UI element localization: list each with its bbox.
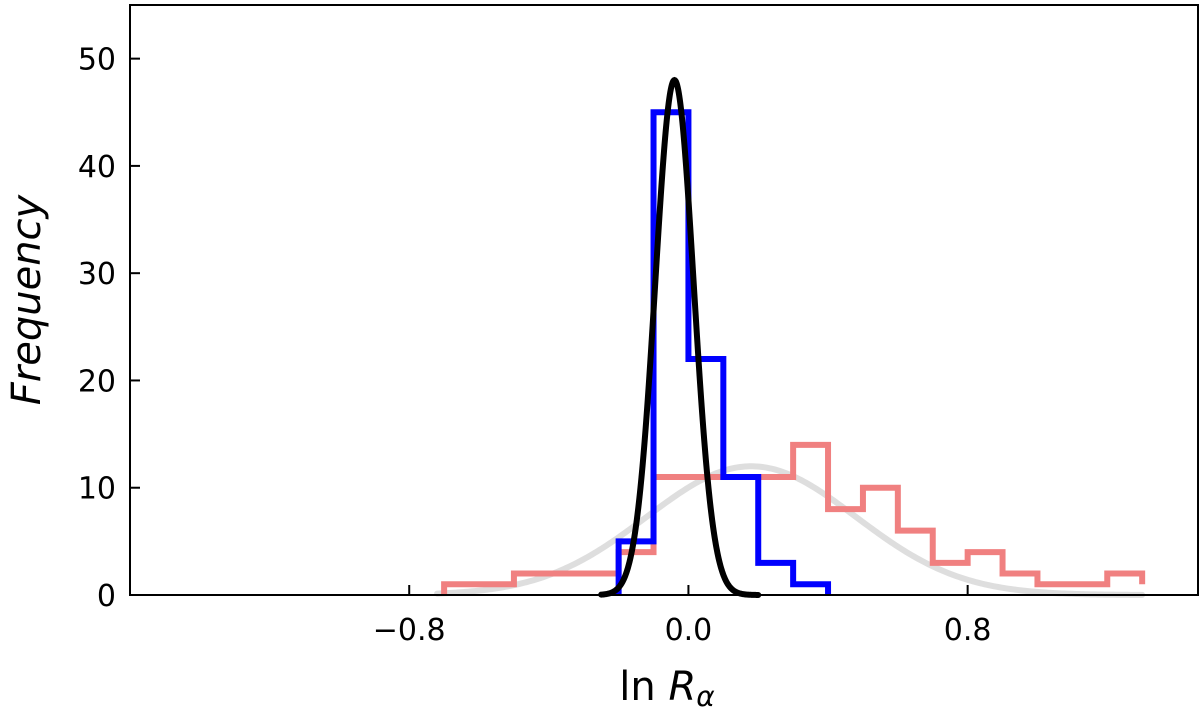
narrow-gaussian-fit xyxy=(598,76,762,598)
y-tick-label: 40 xyxy=(78,150,116,185)
y-axis-title: Frequency xyxy=(4,193,50,405)
x-tick-label: 0.8 xyxy=(944,613,992,648)
y-tick-label: 50 xyxy=(78,43,116,78)
ticks-layer: −0.8 0.0 0.8 0 10 20 30 40 50 xyxy=(78,43,992,648)
y-tick-label: 0 xyxy=(97,579,116,614)
broad-histogram xyxy=(441,441,1146,595)
x-tick-label: −0.8 xyxy=(373,613,446,648)
y-tick-label: 30 xyxy=(78,257,116,292)
narrow-histogram xyxy=(615,109,832,595)
y-tick-label: 20 xyxy=(78,364,116,399)
x-axis-title: ln Rα xyxy=(619,664,715,711)
plot-frame xyxy=(129,4,1199,596)
y-tick-label: 10 xyxy=(78,472,116,507)
x-tick-label: 0.0 xyxy=(665,613,713,648)
data-layer xyxy=(434,76,1146,598)
